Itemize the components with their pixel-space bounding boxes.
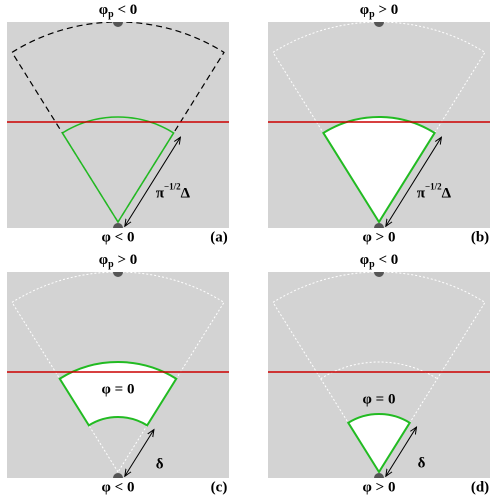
top-label-part: φ xyxy=(360,252,369,268)
length-label: δ xyxy=(156,457,164,473)
top-label-part: p xyxy=(108,9,114,20)
bottom-label: φ > 0 xyxy=(363,479,396,495)
bottom-label: φ < 0 xyxy=(102,479,135,495)
top-label: φp > 0 xyxy=(360,2,399,20)
outer-sector xyxy=(272,272,486,473)
bottom-dot xyxy=(113,473,123,478)
panel-content xyxy=(7,22,229,228)
top-label-part: φ xyxy=(99,252,108,268)
top-label: φp < 0 xyxy=(360,252,399,270)
panel: δ φ = 0 φp < 0 φ > 0 (d) xyxy=(268,252,490,495)
top-label-part: p xyxy=(108,259,114,270)
length-label-part: δ xyxy=(156,457,164,473)
length-label: δ xyxy=(418,456,426,472)
bottom-dot xyxy=(374,473,384,478)
length-label-part: δ xyxy=(418,456,426,472)
outer-sector xyxy=(272,22,486,223)
region-label: φ = 0 xyxy=(363,391,396,407)
bottom-label: φ > 0 xyxy=(363,229,396,245)
bottom-dot xyxy=(374,223,384,228)
panel-tag: (b) xyxy=(471,229,489,245)
length-label: π−1/2Δ xyxy=(156,181,191,201)
length-label-part: −1/2 xyxy=(425,181,442,191)
top-label: φp > 0 xyxy=(99,252,138,270)
length-label-part: Δ xyxy=(442,186,452,202)
length-arrow xyxy=(386,137,442,226)
bottom-dot xyxy=(113,223,123,228)
top-label-part: φ xyxy=(99,2,108,18)
top-label-part: p xyxy=(369,259,375,270)
green-sector xyxy=(61,116,175,224)
top-dot xyxy=(113,272,123,277)
region-label: φ = 0 xyxy=(102,381,135,397)
top-label-part: < 0 xyxy=(114,2,138,18)
panel-tag: (d) xyxy=(471,479,489,495)
top-dot xyxy=(374,272,384,277)
length-label-part: −1/2 xyxy=(164,181,181,191)
panel: δ φ = 0 φp > 0 φ < 0 (c) xyxy=(7,252,229,495)
length-label-part: π xyxy=(156,186,165,202)
top-label: φp < 0 xyxy=(99,2,138,20)
length-arrow xyxy=(125,137,181,226)
length-label: π−1/2Δ xyxy=(417,181,452,201)
panel-tag: (c) xyxy=(211,479,228,495)
length-arrow xyxy=(125,430,154,477)
green-annulus xyxy=(58,361,178,427)
top-label-part: > 0 xyxy=(114,252,138,268)
bottom-label: φ < 0 xyxy=(102,229,135,245)
top-dot xyxy=(113,22,123,27)
length-label-part: π xyxy=(417,186,426,202)
length-arrow xyxy=(386,427,417,476)
length-label-part: Δ xyxy=(181,186,191,202)
top-label-part: p xyxy=(369,9,375,20)
panel-background xyxy=(7,22,229,228)
top-label-part: < 0 xyxy=(375,252,399,268)
panel-content xyxy=(7,272,229,478)
inner-arc xyxy=(320,361,438,380)
outer-sector xyxy=(11,272,225,473)
top-dot xyxy=(374,22,384,27)
panel-tag: (a) xyxy=(210,229,228,245)
top-label-part: > 0 xyxy=(375,2,399,18)
top-label-part: φ xyxy=(360,2,369,18)
